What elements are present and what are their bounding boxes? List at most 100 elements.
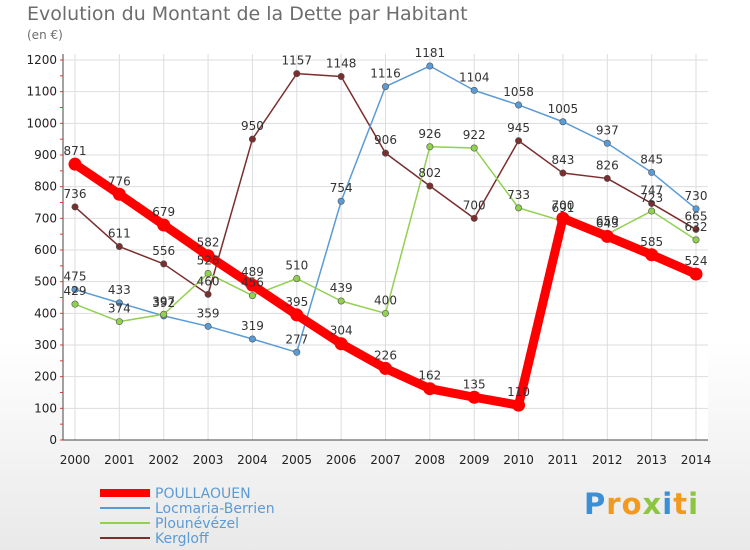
data-point bbox=[559, 169, 567, 177]
data-label: 700 bbox=[463, 198, 486, 212]
data-label: 1058 bbox=[503, 85, 534, 99]
data-label: 526 bbox=[197, 253, 220, 267]
data-point bbox=[68, 157, 82, 171]
data-point bbox=[381, 309, 389, 317]
data-point bbox=[71, 300, 79, 308]
chart-title: Evolution du Montant de la Dette par Hab… bbox=[27, 3, 468, 25]
data-label: 691 bbox=[551, 201, 574, 215]
data-point bbox=[515, 137, 523, 145]
data-label: 1116 bbox=[370, 67, 401, 81]
data-label: 456 bbox=[241, 276, 264, 290]
y-tick-label: 1000 bbox=[26, 116, 57, 130]
data-label: 730 bbox=[685, 189, 708, 203]
data-point bbox=[157, 218, 171, 232]
data-label: 433 bbox=[108, 283, 131, 297]
legend-label: Plounévézel bbox=[155, 516, 239, 532]
data-point bbox=[160, 310, 168, 318]
data-label: 585 bbox=[640, 235, 663, 249]
x-tick-label: 2008 bbox=[415, 453, 446, 467]
brand-letter: r bbox=[606, 487, 622, 521]
data-point bbox=[248, 335, 256, 343]
data-label: 395 bbox=[285, 295, 308, 309]
data-point bbox=[515, 204, 523, 212]
y-tick-label: 1200 bbox=[26, 53, 57, 67]
data-label: 1104 bbox=[459, 70, 490, 84]
data-point bbox=[334, 337, 348, 351]
data-point bbox=[115, 243, 123, 251]
data-label: 747 bbox=[640, 183, 663, 197]
data-label: 460 bbox=[197, 274, 220, 288]
data-point bbox=[426, 143, 434, 151]
data-point bbox=[248, 135, 256, 143]
y-tick-label: 100 bbox=[34, 401, 57, 415]
data-label: 556 bbox=[152, 244, 175, 258]
x-tick-label: 2014 bbox=[681, 453, 712, 467]
y-tick-label: 300 bbox=[34, 338, 57, 352]
data-label: 1157 bbox=[282, 54, 313, 68]
data-point bbox=[204, 322, 212, 330]
data-point bbox=[115, 318, 123, 326]
data-point bbox=[201, 249, 215, 263]
data-point bbox=[689, 267, 703, 281]
data-point bbox=[337, 72, 345, 80]
data-point bbox=[515, 101, 523, 109]
brand-letter: P bbox=[584, 487, 607, 521]
x-tick-label: 2007 bbox=[370, 453, 401, 467]
data-label: 700 bbox=[551, 198, 574, 212]
brand-letter: t bbox=[673, 487, 689, 521]
data-point bbox=[648, 168, 656, 176]
data-label: 226 bbox=[374, 348, 397, 362]
data-label: 135 bbox=[463, 377, 486, 391]
data-point bbox=[337, 297, 345, 305]
data-label: 845 bbox=[640, 152, 663, 166]
data-point bbox=[337, 197, 345, 205]
data-label: 926 bbox=[418, 127, 441, 141]
brand-letter: i bbox=[688, 487, 700, 521]
y-tick-label: 900 bbox=[34, 148, 57, 162]
data-label: 733 bbox=[507, 188, 530, 202]
data-label: 679 bbox=[152, 205, 175, 219]
x-tick-label: 2002 bbox=[148, 453, 179, 467]
x-tick-label: 2012 bbox=[592, 453, 623, 467]
data-point bbox=[603, 139, 611, 147]
data-point bbox=[379, 361, 392, 375]
data-label: 723 bbox=[640, 191, 663, 205]
legend-label: Locmaria-Berrien bbox=[155, 501, 275, 517]
y-tick-label: 800 bbox=[34, 180, 57, 194]
data-point bbox=[160, 260, 168, 268]
data-point bbox=[645, 248, 659, 262]
data-label: 475 bbox=[64, 270, 87, 284]
data-point bbox=[293, 70, 301, 78]
data-point bbox=[204, 269, 212, 277]
data-label: 1005 bbox=[548, 102, 579, 116]
y-tick-label: 1100 bbox=[26, 85, 57, 99]
data-label: 736 bbox=[64, 187, 87, 201]
data-point bbox=[600, 229, 614, 243]
y-tick-label: 0 bbox=[49, 433, 57, 447]
data-label: 906 bbox=[374, 133, 397, 147]
data-label: 524 bbox=[685, 254, 708, 268]
y-tick-label: 400 bbox=[34, 306, 57, 320]
brand-letter: o bbox=[621, 487, 643, 521]
x-tick-label: 2001 bbox=[104, 453, 135, 467]
data-label: 754 bbox=[330, 181, 353, 195]
data-point bbox=[512, 398, 526, 412]
data-label: 950 bbox=[241, 119, 264, 133]
data-label: 611 bbox=[108, 227, 131, 241]
y-tick-label: 700 bbox=[34, 211, 57, 225]
data-label: 489 bbox=[241, 265, 264, 279]
data-point bbox=[293, 274, 301, 282]
x-tick-label: 2004 bbox=[237, 453, 268, 467]
data-label: 359 bbox=[197, 306, 220, 320]
x-tick-label: 2010 bbox=[503, 453, 534, 467]
data-point bbox=[603, 174, 611, 182]
data-label: 843 bbox=[551, 153, 574, 167]
data-point bbox=[115, 299, 123, 307]
x-tick-label: 2006 bbox=[326, 453, 357, 467]
data-label: 304 bbox=[330, 324, 353, 338]
data-point bbox=[71, 286, 79, 294]
proxiti-logo: Proxiti bbox=[584, 487, 699, 521]
data-point bbox=[248, 292, 256, 300]
data-point bbox=[381, 149, 389, 157]
